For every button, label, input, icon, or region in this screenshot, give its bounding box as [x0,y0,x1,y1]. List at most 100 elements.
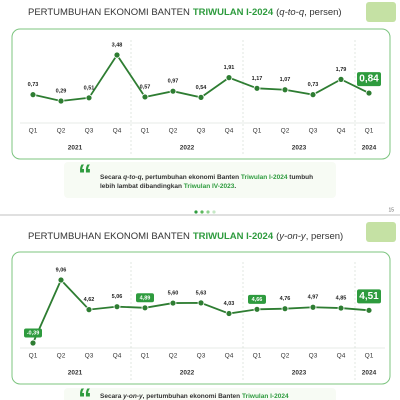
year-label: 2024 [362,370,377,377]
value-label: 5,60 [168,291,179,297]
quote-segment: Triwulan IV-2023 [183,183,235,190]
title-part: TRIWULAN I-2024 [193,231,274,242]
data-point [113,303,121,311]
quote-segment: , pertumbuhan ekonomi Banten [141,174,241,181]
title-part: , persen) [306,231,344,242]
year-label: 2021 [68,370,83,377]
x-tick-label: Q4 [337,353,346,360]
value-label: 1,91 [224,65,235,71]
quote-mark: “ [78,382,92,400]
x-tick-label: Q2 [281,353,290,360]
quote-mark: “ [78,158,92,189]
logo [366,2,396,22]
chart-frame [11,251,391,385]
year-label: 2021 [68,145,83,152]
title-part: y-on-y [278,231,307,242]
data-point [253,84,261,92]
data-point [169,299,177,307]
value-label-box [248,294,266,304]
value-label: 0,84 [359,74,379,85]
quote-segment: q-to-q [123,174,142,181]
data-point [85,306,93,314]
quote-segment: Triwulan I-2024 [241,393,289,400]
quote-segment: Triwulan I-2024 [240,174,288,181]
x-tick-label: Q2 [57,128,66,135]
value-label: 4,89 [140,295,151,301]
data-point [29,339,37,347]
logo [366,222,396,242]
x-tick-label: Q3 [85,353,94,360]
value-label: 3,48 [112,42,123,48]
x-tick-label: Q1 [141,353,150,360]
data-point [225,74,233,82]
data-point [365,89,373,97]
chart-title: PERTUMBUHAN EKONOMI BANTEN TRIWULAN I-202… [28,7,342,18]
year-label: 2024 [362,145,377,152]
year-label: 2022 [180,145,195,152]
quote-segment: tumbuh lebih lambat dibandingkan [100,174,314,190]
value-label: 4,66 [252,297,263,303]
quote-segment: . [234,183,237,190]
data-point [281,305,289,313]
quote-box [64,388,336,400]
value-label: 0,29 [56,88,67,94]
x-tick-label: Q3 [85,128,94,135]
title-part: , persen) [304,7,342,18]
value-label: 4,03 [224,301,235,307]
value-label: 4,85 [336,296,347,302]
value-label: 4,97 [308,295,319,301]
decoration-dot [200,210,204,214]
x-tick-label: Q1 [253,353,262,360]
decoration-dot [194,210,198,214]
x-tick-label: Q1 [365,353,374,360]
data-point [197,93,205,101]
value-label: 1,07 [280,77,291,83]
data-point [57,276,65,284]
chart-frame [11,28,391,160]
x-tick-label: Q1 [29,128,38,135]
value-label: 0,97 [168,79,179,85]
value-label: 1,79 [336,67,347,73]
value-label: 5,06 [112,294,123,300]
value-label: -0,39 [27,330,40,336]
value-label: 5,63 [196,290,207,296]
x-tick-label: Q4 [113,353,122,360]
value-label-box [136,293,154,303]
title-part: PERTUMBUHAN EKONOMI BANTEN [28,7,190,18]
data-point [225,310,233,317]
x-tick-label: Q3 [197,128,206,135]
quote-box [64,162,336,198]
quote-segment: , pertumbuhan ekonomi Banten [142,393,242,400]
data-point [141,304,149,312]
x-tick-label: Q4 [225,128,234,135]
title-part: ( [276,231,280,242]
title-part: ( [276,7,280,18]
quote-text: Secara q-to-q, pertumbuhan ekonomi Bante… [100,173,330,191]
value-label: 4,51 [359,291,379,302]
value-label: 0,57 [140,84,151,90]
data-point [309,91,317,99]
quote-segment: Secara [100,174,124,181]
data-point [169,87,177,95]
x-tick-label: Q2 [281,128,290,135]
data-point [113,51,121,59]
data-point [337,75,345,83]
data-point [57,97,65,105]
value-label: 1,17 [252,76,263,82]
value-label: 9,06 [56,267,67,273]
page-number: 15 [388,207,394,213]
x-tick-label: Q3 [309,128,318,135]
quote-text: Secara y-on-y, pertumbuhan ekonomi Bante… [100,392,330,400]
x-tick-label: Q4 [225,353,234,360]
value-label-box [357,72,381,87]
quote-segment: Secara [100,393,124,400]
x-tick-label: Q1 [141,128,150,135]
value-label: 0,73 [308,82,319,88]
year-label: 2023 [292,370,307,377]
x-tick-label: Q4 [113,128,122,135]
x-tick-label: Q2 [169,128,178,135]
year-label: 2022 [180,370,195,377]
x-tick-label: Q1 [365,128,374,135]
data-point [253,305,261,313]
